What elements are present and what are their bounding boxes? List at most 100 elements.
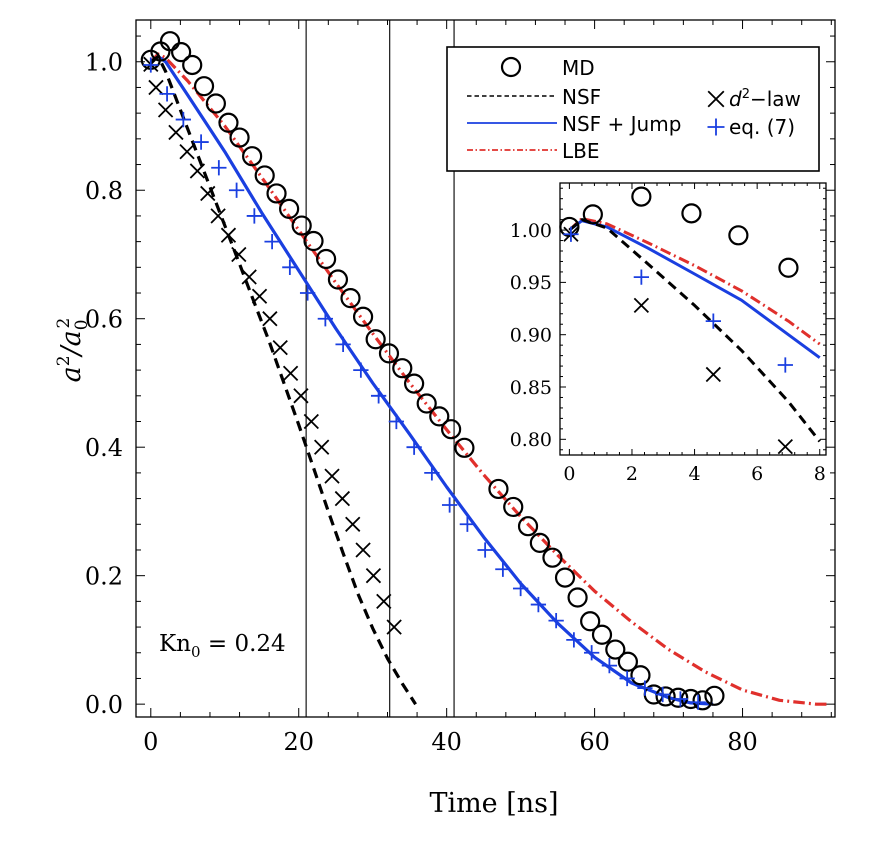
y-axis-title-sub: 0: [72, 319, 92, 330]
main-marker-md: [454, 437, 475, 458]
inset-marker-d2-law: [633, 297, 650, 314]
main-x-tick-label: 20: [283, 728, 314, 756]
inset-x-tick-label: 4: [689, 463, 701, 485]
inset-plot-area: 0 2 4 6 8 0.80 0.85 0.90 0.95 1.00: [510, 182, 827, 485]
main-marker-eq-7-: [690, 694, 706, 710]
main-marker-d2-law: [179, 144, 195, 160]
main-marker-md: [655, 686, 676, 707]
y-axis-title-slash: /a: [56, 330, 87, 358]
main-marker-eq-7-: [583, 645, 600, 661]
main-x-tick-label: 0: [143, 728, 158, 756]
legend-d2-law-marker: [707, 90, 725, 108]
legend-d2-law-text: −law: [750, 87, 801, 111]
legend-label-md: MD: [562, 56, 595, 80]
main-marker-d2-law: [189, 163, 206, 179]
main-x-tick-label: 60: [579, 728, 610, 756]
main-y-tick-label: 1.0: [85, 48, 123, 76]
legend: MD NSF NSF + Jump LBE eq. (7) d2−law: [446, 46, 820, 172]
main-marker-eq-7-: [228, 182, 245, 198]
main-marker-eq-7-: [388, 413, 405, 430]
main-marker-md: [229, 127, 250, 148]
main-marker-eq-7-: [317, 311, 334, 327]
main-marker-eq-7-: [655, 686, 671, 703]
main-marker-md: [416, 393, 437, 414]
main-marker-eq-7-: [282, 259, 298, 275]
main-marker-d2-law: [210, 208, 226, 224]
main-marker-d2-law: [355, 542, 371, 558]
main-marker-md: [529, 532, 550, 554]
inset-plot-frame: [559, 182, 827, 456]
main-marker-d2-law: [303, 413, 319, 430]
main-plot-frame: [135, 19, 836, 718]
main-marker-eq-7-: [246, 208, 262, 224]
main-marker-md: [404, 373, 425, 394]
main-y-tick-label: 0.8: [85, 177, 123, 205]
main-marker-md: [159, 31, 181, 52]
main-marker-md: [254, 165, 275, 186]
main-marker-eq-7-: [512, 580, 529, 597]
inset-marker-eq-7-: [633, 269, 650, 285]
main-marker-d2-law: [157, 102, 174, 118]
knudsen-annotation: Kn0 = 0.24: [159, 631, 286, 661]
main-marker-md: [193, 76, 215, 97]
main-series-line-nsf: [149, 55, 417, 706]
main-marker-eq-7-: [548, 612, 564, 629]
main-marker-md: [441, 419, 462, 440]
main-marker-d2-law: [324, 468, 340, 484]
inset-marker-eq-7-: [777, 357, 793, 373]
inset-marker-md: [778, 257, 799, 278]
main-plot-area: 0 20 40 60 800.00.20.40.60.81.0: [85, 19, 836, 756]
main-marker-d2-law: [168, 124, 184, 141]
main-marker-eq-7-: [619, 670, 635, 687]
legend-label-nsf-jump: NSF + Jump: [562, 112, 681, 136]
main-marker-eq-7-: [211, 160, 227, 176]
main-marker-d2-law: [148, 79, 164, 96]
main-marker-md: [503, 496, 524, 518]
main-marker-d2-law: [220, 227, 237, 243]
main-marker-md: [567, 587, 588, 608]
main-marker-md: [591, 624, 613, 645]
knudsen-kn: Kn: [159, 631, 191, 657]
main-x-tick-label: 40: [431, 728, 462, 756]
main-marker-eq-7-: [566, 632, 582, 648]
main-marker-md: [218, 112, 239, 133]
main-marker-eq-7-: [406, 439, 422, 455]
legend-d2-exp: 2: [742, 87, 750, 102]
main-marker-md: [488, 478, 509, 500]
inset-y-tick-label: 0.80: [510, 429, 552, 451]
main-marker-d2-law: [386, 619, 402, 635]
inset-marker-d2-law: [705, 366, 721, 383]
main-marker-eq-7-: [143, 57, 159, 73]
x-axis-title: Time [ns]: [429, 788, 558, 819]
main-marker-md: [392, 358, 413, 379]
main-marker-d2-law: [314, 439, 330, 455]
main-marker-eq-7-: [299, 285, 316, 301]
main-marker-d2-law: [241, 269, 257, 285]
inset-y-tick-label: 0.90: [510, 325, 552, 347]
main-marker-md: [605, 639, 626, 660]
main-y-tick-label: 0.4: [85, 434, 123, 462]
main-marker-md: [242, 146, 263, 167]
main-marker-md: [327, 269, 349, 290]
legend-label-d2-law: d2−law: [729, 87, 801, 111]
y-axis-title: a2/a02: [54, 318, 92, 383]
main-marker-eq-7-: [175, 111, 191, 128]
inset-marker-d2-law: [777, 438, 793, 455]
main-marker-eq-7-: [370, 388, 387, 404]
main-y-tick-label: 0.0: [85, 691, 123, 719]
main-marker-md: [704, 685, 725, 706]
main-y-tick-label: 0.2: [85, 562, 123, 590]
main-marker-d2-law: [231, 246, 247, 263]
main-marker-md: [517, 516, 539, 537]
inset-y-tick-label: 0.95: [510, 272, 552, 294]
main-marker-md: [279, 198, 300, 219]
main-marker-md: [171, 42, 192, 63]
main-marker-d2-law: [345, 516, 361, 532]
inset-x-tick-label: 0: [563, 463, 575, 485]
main-marker-md: [205, 93, 226, 114]
main-marker-md: [630, 665, 651, 686]
inset-marker-eq-7-: [705, 313, 721, 329]
main-marker-eq-7-: [637, 680, 653, 696]
main-marker-d2-law: [376, 593, 392, 610]
